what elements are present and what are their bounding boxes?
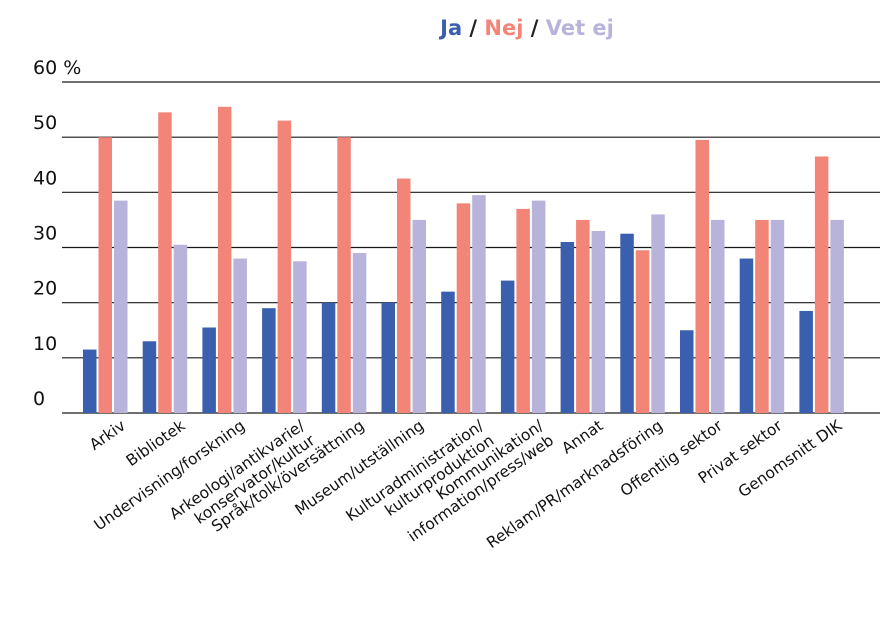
y-axis-tick-labels: 0 10 20 30 40 50 60 % xyxy=(33,57,81,410)
x-tick-label-line: Genomsnitt DIK xyxy=(735,416,846,501)
x-axis-tick-labels: ArkivBibliotekUndervisning/forskningArke… xyxy=(86,416,846,552)
bar-ja xyxy=(799,310,813,413)
bar-ja xyxy=(560,241,575,413)
bar-ja xyxy=(620,233,634,413)
legend-text: Ja / Nej / Vet ej xyxy=(438,16,614,40)
bar-vet-ej xyxy=(651,214,665,413)
bar-ja xyxy=(262,308,276,413)
bar-nej xyxy=(635,250,650,413)
bar-nej xyxy=(576,219,590,413)
legend-separator: / xyxy=(462,16,484,40)
bar-nej xyxy=(814,156,829,413)
bar-group xyxy=(142,112,188,413)
y-tick-label-20: 20 xyxy=(33,278,57,300)
bar-vet-ej xyxy=(293,261,307,413)
bar-vet-ej xyxy=(352,253,367,413)
bar-ja xyxy=(142,341,157,413)
bars xyxy=(83,106,844,414)
bar-ja xyxy=(381,302,395,413)
gridlines xyxy=(62,81,880,414)
bar-ja xyxy=(739,258,754,413)
bar-nej xyxy=(158,112,172,413)
x-tick-label-line: Arkiv xyxy=(86,417,129,454)
bar-vet-ej xyxy=(770,219,785,413)
bar-nej xyxy=(456,203,471,413)
bar-group xyxy=(321,137,367,413)
bar-vet-ej xyxy=(472,195,486,413)
legend-separator: / xyxy=(523,16,545,40)
legend: Ja / Nej / Vet ej xyxy=(438,16,614,40)
bar-group xyxy=(83,137,128,413)
bar-ja xyxy=(202,327,216,413)
bar-vet-ej xyxy=(531,200,546,413)
y-tick-label-0: 0 xyxy=(33,388,45,410)
bar-vet-ej xyxy=(711,219,725,413)
bar-vet-ej xyxy=(233,258,247,413)
bar-group xyxy=(381,178,426,413)
bar-vet-ej xyxy=(591,230,606,413)
x-tick-label: Offentlig sektor xyxy=(617,416,726,500)
bar-group xyxy=(680,139,725,414)
bar-group xyxy=(560,219,606,413)
bar-nej xyxy=(755,219,769,413)
bar-vet-ej xyxy=(173,244,188,413)
bar-ja xyxy=(321,302,336,413)
x-tick-label-line: Offentlig sektor xyxy=(617,416,726,500)
bar-nej xyxy=(217,106,232,413)
bar-nej xyxy=(516,208,530,413)
bar-group xyxy=(500,200,546,413)
y-tick-label-60: 60 % xyxy=(33,57,81,79)
bar-group xyxy=(441,195,486,413)
bar-ja xyxy=(83,349,97,413)
y-tick-label-30: 30 xyxy=(33,223,57,245)
y-tick-label-10: 10 xyxy=(33,333,57,355)
bar-nej xyxy=(98,137,112,413)
bar-vet-ej xyxy=(114,200,128,413)
bar-group xyxy=(739,219,785,413)
bar-group xyxy=(262,120,307,413)
legend-entry-ja: Ja xyxy=(438,16,462,40)
bar-nej xyxy=(695,139,709,414)
legend-entry-vet-ej: Vet ej xyxy=(546,16,614,40)
x-tick-label: Annat xyxy=(559,417,607,458)
bar-group xyxy=(202,106,247,413)
bar-ja xyxy=(500,280,515,413)
bar-nej xyxy=(337,137,351,413)
x-tick-label-line: Annat xyxy=(559,417,607,458)
x-tick-label: Arkiv xyxy=(86,417,129,454)
y-tick-label-40: 40 xyxy=(33,167,57,189)
bar-vet-ej xyxy=(412,219,426,413)
bar-ja xyxy=(680,330,694,413)
legend-entry-nej: Nej xyxy=(484,16,523,40)
x-tick-label: Genomsnitt DIK xyxy=(735,416,846,501)
bar-group xyxy=(620,214,665,413)
bar-ja xyxy=(441,291,455,413)
bar-nej xyxy=(397,178,411,413)
bar-nej xyxy=(277,120,292,413)
bar-vet-ej xyxy=(830,219,844,413)
bar-group xyxy=(799,156,844,413)
y-tick-label-50: 50 xyxy=(33,112,57,134)
